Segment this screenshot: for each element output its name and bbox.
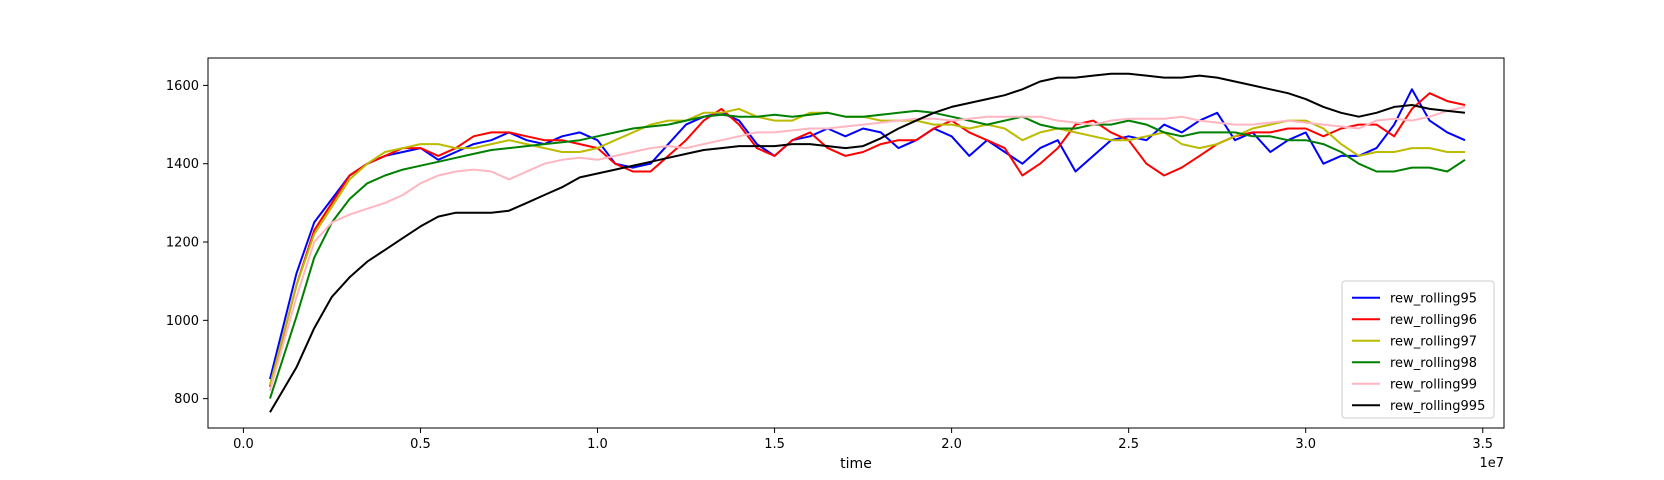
y-tick-label: 800	[174, 392, 199, 407]
series-line-rew_rolling96	[269, 92, 1466, 388]
x-tick-label: 3.0	[1295, 437, 1316, 452]
x-tick-label: 2.0	[941, 437, 962, 452]
series-line-rew_rolling98	[269, 109, 1466, 399]
series-layer	[269, 72, 1466, 413]
series-line-rew_rolling97	[269, 107, 1465, 386]
x-axis-offset-label: 1e7	[1479, 456, 1504, 471]
y-tick-label: 1400	[166, 157, 199, 172]
x-axis-ticks: 0.0 0.5 1.0 1.5 2.0 2.5 3.0 3.5	[233, 428, 1493, 452]
legend: rew_rolling95 rew_rolling96 rew_rolling97r…	[1341, 280, 1495, 419]
series-line-rew_rolling95	[269, 88, 1466, 380]
plot-frame	[207, 57, 1505, 429]
plot-background	[208, 58, 1504, 428]
legend-entry-rew_rolling995: rew_rolling995	[1390, 399, 1485, 414]
x-axis-label: time	[840, 456, 872, 472]
legend-entry-rew_rolling99: rew_rolling99	[1390, 377, 1477, 392]
x-tick-label: 0.0	[233, 437, 254, 452]
x-tick-label: 1.5	[764, 437, 785, 452]
legend-entry-rew_rolling97: rew_rolling97	[1390, 334, 1477, 349]
y-axis-ticks: 800 1000 1200 1400 1600	[166, 79, 208, 407]
x-tick-label: 0.5	[410, 437, 431, 452]
series-line-rew_rolling99	[269, 105, 1466, 392]
legend-entry-rew_rolling95: rew_rolling95	[1390, 291, 1477, 306]
x-tick-label: 2.5	[1118, 437, 1139, 452]
x-tick-label: 3.5	[1472, 437, 1493, 452]
legend-entry-rew_rolling96: rew_rolling96	[1390, 313, 1477, 328]
y-tick-label: 1200	[166, 236, 199, 251]
y-tick-label: 1600	[166, 79, 199, 94]
series-line-rew_rolling995	[269, 72, 1466, 413]
legend-entry-rew_rolling98: rew_rolling98	[1390, 356, 1477, 371]
x-tick-label: 1.0	[587, 437, 608, 452]
y-tick-label: 1000	[166, 314, 199, 329]
